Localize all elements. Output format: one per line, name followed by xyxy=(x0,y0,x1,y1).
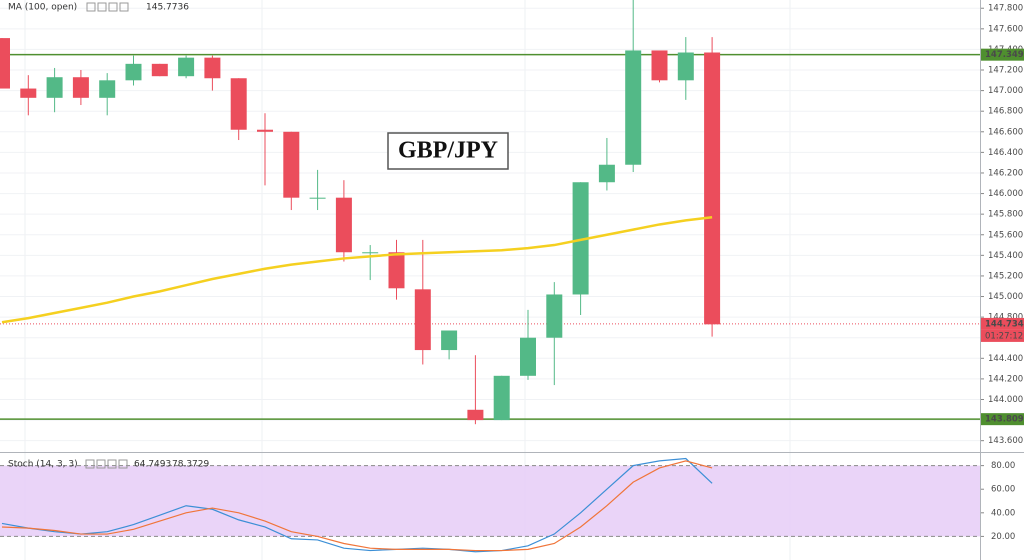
y-tick-label: 143.600 xyxy=(988,436,1023,446)
y-tick-label: 145.400 xyxy=(988,251,1023,261)
stoch-k-value: 64.7493 xyxy=(134,460,171,470)
candle-body xyxy=(0,38,10,89)
y-tick-label: 60.00 xyxy=(991,485,1015,495)
stoch-line xyxy=(1,457,713,553)
candle-body xyxy=(388,252,405,289)
candle-body xyxy=(625,50,642,165)
ma-value: 145.7736 xyxy=(146,3,189,13)
candle-body xyxy=(204,57,221,79)
candle-body xyxy=(677,52,694,81)
candle-body xyxy=(467,409,484,421)
y-tick-label: 144.200 xyxy=(988,374,1023,384)
candle-body xyxy=(20,88,37,98)
candle-body xyxy=(493,375,510,421)
y-tick-label: 147.600 xyxy=(988,24,1023,34)
stoch-d-value: 78.3729 xyxy=(172,460,209,470)
candle-body xyxy=(178,57,195,77)
price-label-bg xyxy=(981,317,1024,330)
candle-body xyxy=(230,78,247,130)
candle-body xyxy=(283,131,300,198)
moving-average xyxy=(1,216,713,324)
candle-body xyxy=(520,337,536,376)
candle-body xyxy=(362,252,379,254)
y-tick-label: 20.00 xyxy=(991,532,1015,542)
candle-body xyxy=(125,63,142,81)
y-tick-label: 147.000 xyxy=(988,86,1023,96)
chart-title: GBP/JPY xyxy=(398,138,498,164)
price-label-bg xyxy=(981,413,1024,426)
price-label: 144.734 xyxy=(985,319,1024,329)
y-tick-label: 145.200 xyxy=(988,271,1023,281)
y-tick-label: 146.600 xyxy=(988,127,1023,137)
y-tick-label: 146.400 xyxy=(988,148,1023,158)
ma-legend: MA (100, open) xyxy=(8,3,77,13)
y-tick-label: 146.000 xyxy=(988,189,1023,199)
candle-body xyxy=(335,197,352,253)
y-tick-label: 147.800 xyxy=(988,4,1023,14)
price-label: 143.809 xyxy=(985,415,1024,425)
y-tick-label: 144.000 xyxy=(988,395,1023,405)
y-tick-label: 145.800 xyxy=(988,210,1023,220)
y-tick-label: 146.800 xyxy=(988,107,1023,117)
y-tick-label: 144.400 xyxy=(988,354,1023,364)
candle-body xyxy=(572,182,589,295)
y-tick-label: 144.800 xyxy=(988,313,1023,323)
candle-body xyxy=(546,294,563,338)
y-tick-label: 145.600 xyxy=(988,230,1023,240)
candle-body xyxy=(257,129,273,132)
candle-body xyxy=(598,164,615,183)
candle-body xyxy=(151,63,168,77)
candle-body xyxy=(651,50,668,81)
candle-body xyxy=(309,197,326,199)
candle-body xyxy=(414,289,431,351)
candle-body xyxy=(99,80,116,98)
price-label-bg xyxy=(981,48,1024,61)
candle-body xyxy=(704,52,721,325)
countdown: 01:27:12 xyxy=(985,331,1023,341)
title-box xyxy=(387,132,509,170)
candle-body xyxy=(72,77,89,98)
stoch-band xyxy=(0,465,980,537)
countdown-bg xyxy=(981,329,1024,342)
y-tick-label: 147.200 xyxy=(988,66,1023,76)
y-tick-label: 80.00 xyxy=(991,461,1015,471)
stoch-legend: Stoch (14, 3, 3) xyxy=(8,460,78,470)
candle-body xyxy=(441,330,458,351)
y-tick-label: 145.000 xyxy=(988,292,1023,302)
y-tick-label: 40.00 xyxy=(991,508,1015,518)
candle-body xyxy=(46,77,63,98)
legend-icons[interactable] xyxy=(85,2,129,469)
stoch-line xyxy=(1,460,713,552)
y-tick-label: 146.200 xyxy=(988,168,1023,178)
price-label: 147.349 xyxy=(985,50,1024,60)
